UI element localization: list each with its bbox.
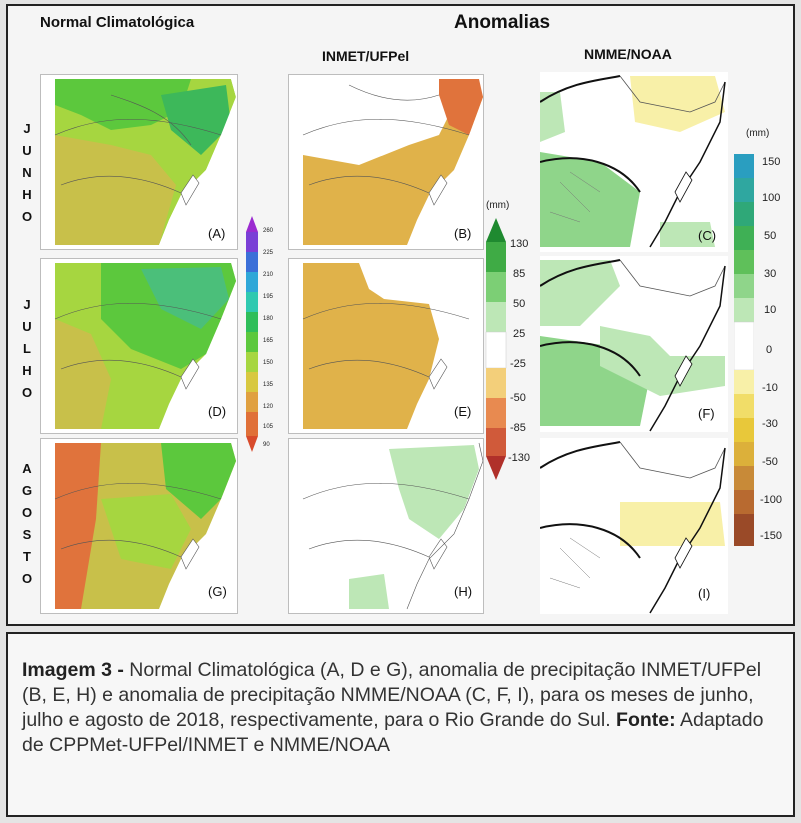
map-panel-c: [540, 72, 728, 252]
map-figure: Normal Climatológica Anomalias INMET/UFP…: [6, 4, 795, 626]
panel-label-h: (H): [454, 584, 473, 599]
colorbar-nmme: [734, 154, 754, 546]
header-inmet: INMET/UFPel: [322, 48, 410, 64]
panel-label-f: (F): [698, 406, 715, 421]
header-normal: Normal Climatológica: [40, 14, 195, 31]
figure-caption: Imagem 3 - Normal Climatológica (A, D e …: [22, 658, 782, 758]
map-panel-f: [540, 256, 728, 432]
caption-box: Imagem 3 - Normal Climatológica (A, D e …: [6, 632, 795, 817]
header-anomalias: Anomalias: [454, 12, 551, 33]
header-nmme: NMME/NOAA: [584, 46, 672, 62]
panel-label-g: (G): [208, 584, 227, 599]
panel-label-c: (C): [698, 228, 717, 243]
panel-label-i: (I): [698, 586, 711, 601]
map-panel-g: [40, 438, 238, 614]
map-panel-b: [288, 74, 484, 250]
map-panel-a: [40, 74, 238, 250]
colorbar-inmet: [485, 218, 507, 480]
caption-source-text: Adaptado de CPPMet-UFPel/INMET e NMME/NO…: [22, 709, 764, 756]
caption-label: Imagem 3 -: [22, 659, 124, 681]
caption-source-label: Fonte:: [616, 709, 676, 731]
panel-label-b: (B): [454, 226, 472, 241]
colorbar-inmet-unit: (mm): [486, 200, 510, 211]
caption-text: Normal Climatológica (A, D e G), anomali…: [22, 659, 762, 731]
panel-label-d: (D): [208, 404, 227, 419]
map-panel-h: [288, 438, 484, 614]
map-panel-d: [40, 258, 238, 434]
panel-label-e: (E): [454, 404, 472, 419]
colorbar-normal: [246, 216, 258, 452]
colorbar-nmme-unit: (mm): [746, 128, 770, 139]
map-panel-i: [540, 438, 728, 614]
panel-label-a: (A): [208, 226, 226, 241]
map-panel-e: [288, 258, 484, 434]
